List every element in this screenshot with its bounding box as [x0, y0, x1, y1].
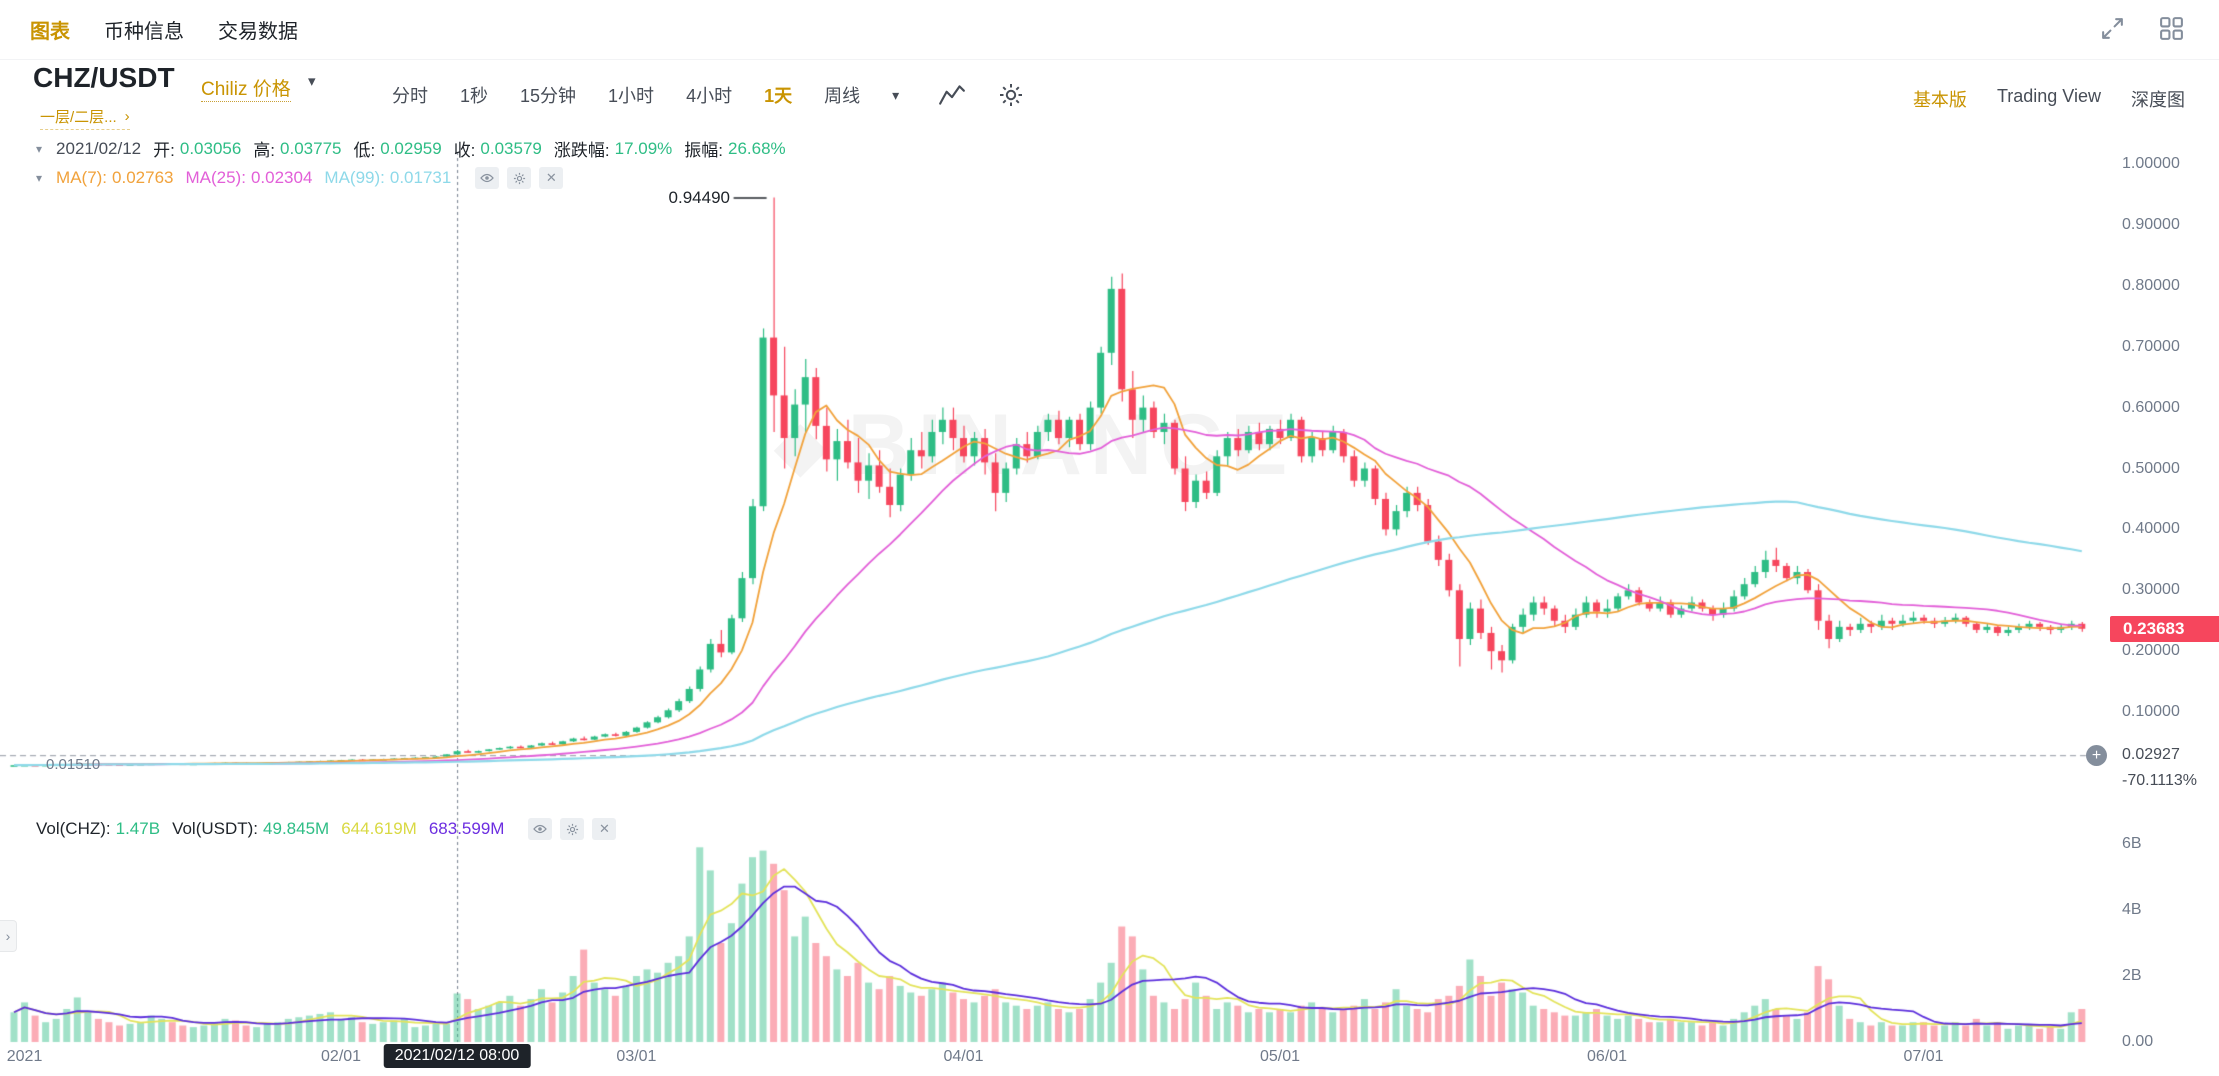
chart-style-icon[interactable] — [938, 83, 966, 112]
close-label: 收: — [453, 141, 476, 160]
grid-apps-icon[interactable] — [2158, 15, 2185, 42]
time-axis-label: 02/01 — [321, 1048, 362, 1065]
interval-1h[interactable]: 1小时 — [608, 86, 655, 106]
time-axis-label: 04/01 — [943, 1048, 984, 1065]
price-axis-label: 0.50000 — [2122, 459, 2180, 477]
interval-dropdown-caret-icon[interactable]: ▾ — [892, 86, 900, 103]
high-price-annotation: 0.94490 — [668, 188, 730, 207]
ma99-label: MA(99): — [324, 168, 385, 187]
low-value: 0.02959 — [380, 138, 442, 158]
vol-visibility-eye-icon[interactable] — [528, 818, 553, 840]
amplitude-label: 振幅: — [684, 141, 724, 160]
ma99-value: 0.01731 — [389, 168, 452, 187]
vol-settings-gear-icon[interactable] — [560, 818, 585, 840]
volume-axis-label: 2B — [2122, 967, 2142, 984]
volume-axis-label: 0.00 — [2122, 1033, 2154, 1050]
vol-usdt-value: 49.845M — [263, 819, 330, 838]
ma-settings-gear-icon[interactable] — [507, 167, 532, 189]
symbol-title: CHZ/USDT — [33, 62, 175, 93]
add-alert-plus-icon[interactable]: + — [2086, 745, 2107, 766]
volume-axis-label: 4B — [2122, 901, 2142, 918]
interval-selector: 分时 1秒 15分钟 1小时 4小时 1天 周线 ▾ — [392, 82, 899, 108]
nav-tab-chart[interactable]: 图表 — [30, 21, 70, 43]
open-value: 0.03056 — [179, 138, 242, 158]
chart-settings-gear-icon[interactable] — [998, 82, 1024, 113]
time-axis-label: 03/01 — [616, 1048, 657, 1065]
legend-date: 2021/02/12 — [56, 138, 142, 158]
low-label: 低: — [353, 141, 376, 160]
vol-ma10-value: 683.599M — [428, 819, 505, 838]
price-axis-label: 0.80000 — [2122, 276, 2180, 294]
price-axis-label: 0.60000 — [2122, 398, 2180, 416]
ma-legend: ▾ MA(7): 0.02763 MA(25): 0.02304 MA(99): 0.… — [36, 167, 564, 189]
pane-expand-toggle[interactable]: › — [0, 920, 17, 952]
view-mode-basic[interactable]: 基本版 — [1912, 90, 1967, 110]
nav-tab-trading-data[interactable]: 交易数据 — [218, 21, 298, 43]
volume-legend: Vol(CHZ): 1.47B Vol(USDT): 49.845M 644.619… — [36, 818, 617, 840]
current-price-tag: 0.23683 — [2110, 616, 2219, 642]
amplitude-value: 26.68% — [728, 138, 786, 158]
top-nav: 图表 币种信息 交易数据 — [0, 0, 2219, 60]
layer-tag[interactable]: 一层/二层... › — [40, 106, 130, 130]
vol-close-icon[interactable]: ✕ — [592, 818, 617, 840]
change-value: 17.09% — [614, 138, 673, 158]
vol-usdt-label: Vol(USDT): — [172, 819, 259, 838]
vol-chz-label: Vol(CHZ): — [36, 819, 111, 838]
ma7-label: MA(7): — [56, 168, 108, 187]
ma7-value: 0.02763 — [112, 168, 174, 187]
vol-chz-value: 1.47B — [115, 819, 161, 838]
threshold-price-label: 0.02927 — [2122, 746, 2180, 763]
ma25-value: 0.02304 — [250, 168, 313, 187]
open-label: 开: — [153, 141, 175, 160]
high-label: 高: — [253, 141, 276, 160]
collapse-icon[interactable] — [2099, 15, 2126, 42]
interval-1s[interactable]: 1秒 — [460, 86, 489, 106]
price-axis-label: 0.70000 — [2122, 337, 2180, 355]
ma-legend-collapse-caret-icon[interactable]: ▾ — [36, 171, 43, 185]
close-value: 0.03579 — [480, 138, 542, 158]
nav-tab-coin-info[interactable]: 币种信息 — [104, 21, 184, 43]
crosshair-date-tooltip: 2021/02/12 08:00 — [383, 1044, 531, 1068]
interval-15m[interactable]: 15分钟 — [520, 86, 577, 106]
interval-4h[interactable]: 4小时 — [686, 86, 733, 106]
time-axis-label: 07/01 — [1903, 1048, 1944, 1065]
ma-close-icon[interactable]: ✕ — [539, 167, 564, 189]
price-axis-label: 1.00000 — [2122, 155, 2180, 172]
legend-collapse-caret-icon[interactable]: ▾ — [36, 141, 43, 156]
ma-visibility-eye-icon[interactable] — [475, 167, 500, 189]
interval-time[interactable]: 分时 — [392, 86, 428, 106]
view-mode-depth[interactable]: 深度图 — [2131, 90, 2185, 110]
view-mode-switch: 基本版 Trading View 深度图 — [1913, 86, 2185, 112]
threshold-change-label: -70.1113% — [2122, 772, 2198, 789]
ohlc-legend: ▾ 2021/02/12 开: 0.03056 高: 0.03775 低: 0.029… — [36, 136, 786, 161]
time-axis-label: 05/01 — [1259, 1048, 1301, 1065]
interval-1w[interactable]: 周线 — [824, 86, 861, 106]
high-value: 0.03775 — [280, 138, 342, 158]
price-axis-label: 0.10000 — [2122, 703, 2180, 721]
low-price-annotation: 0.01510 — [46, 756, 101, 773]
chevron-right-icon: › — [124, 108, 130, 125]
volume-axis-label: 6B — [2122, 835, 2142, 852]
vol-ma5-value: 644.619M — [341, 819, 417, 838]
change-label: 涨跌幅: — [553, 141, 610, 160]
symbol-dropdown-caret-icon[interactable]: ▾ — [308, 73, 316, 90]
price-axis-label: 0.30000 — [2122, 581, 2180, 599]
time-axis-label: 06/01 — [1587, 1048, 1628, 1065]
price-axis-label: 0.20000 — [2122, 642, 2180, 660]
layer-tag-label: 一层/二层... — [40, 109, 117, 126]
ma25-label: MA(25): — [185, 168, 246, 187]
price-axis-label: 0.40000 — [2122, 520, 2180, 538]
price-axis-label: 0.90000 — [2122, 215, 2180, 233]
coin-price-link[interactable]: Chiliz 价格 — [201, 74, 291, 102]
time-axis-label: 2021 — [6, 1048, 43, 1065]
interval-1d[interactable]: 1天 — [764, 86, 793, 106]
view-mode-tradingview[interactable]: Trading View — [1996, 86, 2101, 106]
